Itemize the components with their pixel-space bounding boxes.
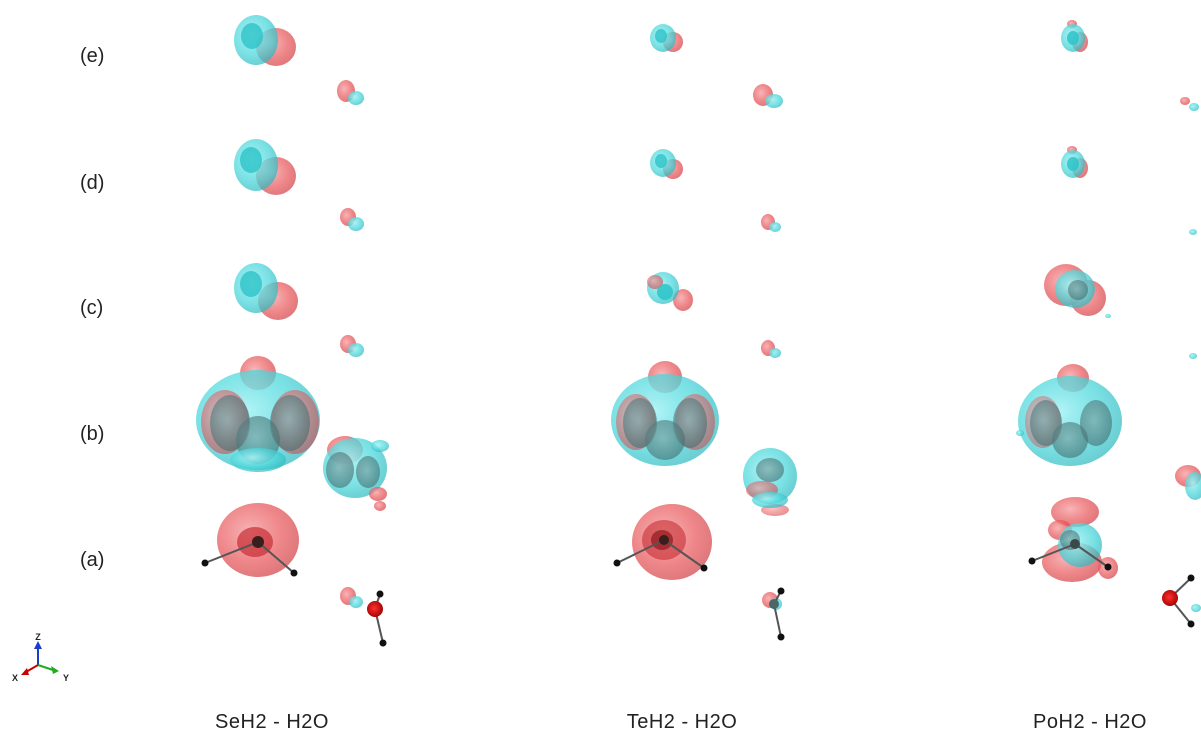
axis-x-line (25, 664, 39, 673)
isosurface-a-poh2 (1028, 497, 1201, 628)
column-teh2-h2o (611, 24, 797, 641)
axis-z-arrow (34, 641, 42, 649)
isosurface-d-teh2 (650, 149, 781, 232)
row-label-a: (a) (80, 549, 105, 571)
column-label-seh2-h2o: SeH2 - H2O (215, 711, 329, 733)
row-label-e: (e) (80, 45, 105, 67)
axis-x-arrow (21, 668, 29, 675)
axis-x-label: X (12, 673, 18, 683)
row-label-b: (b) (80, 423, 105, 445)
axis-y-label: Y (63, 673, 69, 683)
isosurface-c-teh2 (647, 272, 781, 358)
axis-y-arrow (51, 666, 59, 674)
isosurface-b-teh2 (611, 361, 797, 516)
isosurface-b-seh2 (196, 356, 389, 511)
column-label-poh2-h2o: PoH2 - H2O (1033, 711, 1147, 733)
row-label-c: (c) (80, 297, 104, 319)
isosurface-d-poh2 (1061, 146, 1197, 235)
column-poh2-h2o (1016, 20, 1201, 628)
axis-z-label: Z (35, 632, 41, 642)
axes-triad: Z X Y (12, 632, 69, 683)
isosurface-a-seh2 (201, 503, 387, 647)
axis-y-line (37, 664, 54, 671)
isosurface-c-seh2 (234, 263, 364, 357)
isosurface-a-teh2 (613, 504, 785, 641)
column-seh2-h2o (196, 15, 389, 647)
isosurface-d-seh2 (234, 139, 364, 231)
column-label-teh2-h2o: TeH2 - H2O (626, 711, 738, 733)
isosurface-e-teh2 (650, 24, 783, 108)
isosurface-e-seh2 (234, 15, 364, 105)
isosurface-c-poh2 (1044, 264, 1197, 359)
isosurface-b-poh2 (1016, 364, 1201, 500)
isosurface-e-poh2 (1061, 20, 1199, 111)
row-label-d: (d) (80, 172, 105, 194)
